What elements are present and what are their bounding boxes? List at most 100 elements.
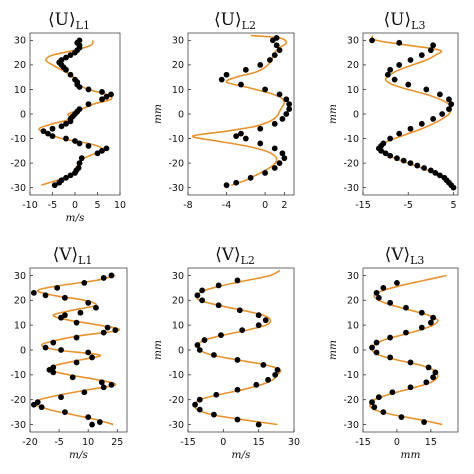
data-point [94,150,101,157]
x-tick-label: -15 [180,437,196,448]
data-point [63,174,69,181]
y-tick-label: 10 [14,320,26,331]
data-point [194,342,201,348]
y-tick-label: 0 [178,345,184,356]
y-tick-label: 10 [172,320,184,331]
y-tick-label: -10 [168,134,184,145]
x-tick-label: -5 [54,437,63,448]
y-axis-label: mm [152,104,164,124]
data-point [51,182,58,189]
data-point [373,339,380,346]
data-point [50,364,57,371]
x-tick-label: 0 [262,200,268,211]
data-point [62,312,68,319]
data-point [262,317,269,324]
data-point [369,399,375,406]
data-point [196,406,203,413]
y-tick-label: -20 [343,395,359,406]
plot-area [38,37,114,189]
data-point [234,277,241,284]
y-tick-label: 20 [347,60,359,71]
data-point [279,150,286,157]
data-point [100,329,107,336]
y-tick-label: 0 [353,109,359,120]
data-point [414,162,421,169]
data-point [215,282,222,289]
x-axis-label: m/s [69,449,88,461]
data-point [69,374,76,381]
data-point [75,165,82,171]
panel-title: ⟨U⟩L2 [214,10,256,32]
panel-title: ⟨U⟩L1 [48,10,90,32]
data-point [239,327,246,334]
y-tick-label: -20 [168,395,184,406]
data-point [421,419,427,425]
data-point [100,384,107,391]
data-point [407,57,414,63]
x-tick-label: -20 [22,437,38,448]
data-point [49,125,56,132]
data-point [403,304,409,311]
panel-1: -30 -20 -10 0 10 20 30 -10 -5 0 5 10 ⟨U⟩L1 m/s [10,10,126,224]
data-point [257,125,264,132]
data-point [58,394,64,401]
data-point [380,409,387,416]
data-point [389,389,396,396]
data-point [63,135,69,142]
data-point [196,347,203,353]
x-tick-label: -8 [183,200,192,211]
data-point [108,272,115,279]
x-tick-label: -10 [22,200,38,211]
data-point [286,101,293,108]
data-point [81,389,88,396]
data-point [394,280,400,286]
data-point [273,35,280,41]
data-point [67,52,74,58]
y-tick-label: 0 [353,345,359,356]
data-point [108,91,114,98]
data-point [76,140,83,147]
x-tick-label: -5 [48,200,57,211]
panel-5: -30 -20 -10 0 10 20 30 -15 0 15 30 ⟨V⟩L2 m/s mm [152,245,300,461]
data-point [265,376,271,383]
data-point [279,116,286,122]
data-point [391,76,398,83]
data-point [58,177,65,184]
x-tick-label: 5 [450,200,456,211]
y-tick-label: 0 [20,345,26,356]
plot-area [192,269,282,428]
data-point [85,143,92,149]
data-point [405,81,412,88]
data-point [267,57,273,63]
data-point [233,179,240,186]
data-point [387,354,394,361]
data-point [247,174,254,181]
plot-area [191,34,293,189]
plot-area [368,274,447,426]
data-point [103,145,110,152]
data-point [260,362,267,368]
data-point [238,81,244,88]
model-curve [34,274,121,426]
data-point [54,284,61,291]
y-tick-label: -20 [10,395,26,406]
data-point [255,322,262,329]
data-point [276,160,283,166]
data-point [272,371,279,378]
data-point [387,66,394,73]
panel-title: ⟨V⟩L3 [385,245,425,267]
data-point [77,309,84,316]
data-point [58,347,64,353]
data-point [34,399,41,406]
data-point [407,160,414,166]
data-point [257,62,264,68]
y-tick-label: 10 [14,85,26,96]
data-point [271,52,278,58]
data-point [73,319,80,326]
data-point [76,106,83,112]
x-tick-label: 10 [114,200,126,211]
y-tick-label: 30 [14,271,26,282]
panel-3: -30 -20 -10 0 10 20 30 -15 -5 5 ⟨U⟩L3 mm [327,10,459,211]
data-point [85,349,92,356]
data-point [85,414,92,420]
